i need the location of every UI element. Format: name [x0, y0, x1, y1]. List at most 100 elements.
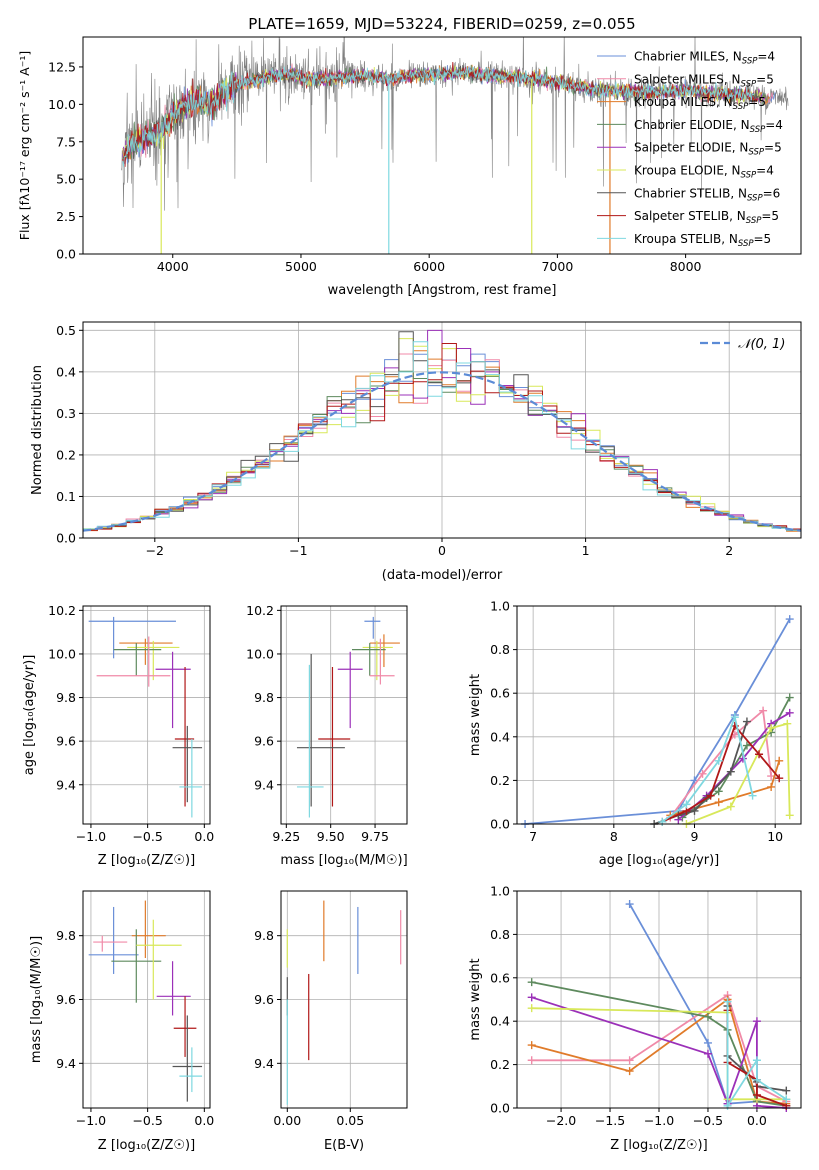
weight-marker — [767, 724, 776, 733]
y-tick-label: 0.0 — [56, 531, 76, 546]
x-tick-label: 2 — [725, 543, 733, 558]
weight-marker — [730, 713, 739, 722]
x-tick-label: −0.5 — [132, 829, 162, 844]
x-tick-label: −0.5 — [132, 1113, 162, 1128]
x-axis-label: (data-model)/error — [382, 568, 503, 583]
residuals-panel: −2 −1 0 1 2 0.0 0.1 0.2 0.3 0.4 0.5 (data-model)/er… — [30, 321, 802, 583]
normal-curve — [83, 371, 801, 532]
x-axis-label: Z [log₁₀(Z/Z☉)] — [98, 853, 195, 868]
weight-marker — [742, 717, 751, 726]
weight-marker — [752, 1056, 761, 1065]
y-axis-label: Flux [fλ10⁻¹⁷ erg cm⁻² s⁻¹ A⁻¹] — [17, 51, 32, 240]
legend-entry: Kroupa MILES, NSSP=5 — [634, 95, 766, 112]
x-tick-label: 0.0 — [194, 1113, 214, 1128]
weight-marker — [742, 741, 751, 750]
model-spectrum-kroupa-stelib — [122, 65, 755, 167]
weight-marker — [625, 900, 634, 909]
x-tick-label: 4000 — [157, 259, 189, 274]
weights-area — [521, 615, 794, 828]
histogram-area — [83, 329, 801, 532]
errorbar-area — [88, 900, 203, 1102]
legend-sub: SSP — [750, 125, 766, 135]
x-tick-label: 9 — [691, 829, 699, 844]
x-axis-label: age [log₁₀(age/yr)] — [599, 853, 720, 868]
legend-count: =5 — [764, 141, 782, 155]
y-tick-label: 9.6 — [56, 992, 76, 1007]
x-tick-label: 1 — [582, 543, 590, 558]
legend-entry: Kroupa STELIB, NSSP=5 — [634, 232, 771, 249]
x-tick-label: −1.0 — [76, 829, 106, 844]
y-tick-label: 0.2 — [490, 773, 510, 788]
x-tick-label: −1.5 — [595, 1113, 625, 1128]
y-tick-label: 0.8 — [490, 927, 510, 942]
weight-marker — [690, 806, 699, 815]
y-tick-label: 0.0 — [56, 247, 76, 262]
weight-marker — [625, 1056, 634, 1065]
y-tick-label: 12.5 — [48, 59, 76, 74]
y-tick-label: 0.2 — [490, 1057, 510, 1072]
y-tick-label: 10.0 — [246, 646, 274, 661]
weight-marker — [682, 800, 691, 809]
y-tick-label: 9.8 — [56, 690, 76, 705]
weight-marker — [625, 1067, 634, 1076]
y-tick-label: 0.4 — [56, 364, 76, 379]
y-tick-label: 9.4 — [56, 1056, 76, 1071]
x-tick-label: 0.00 — [273, 1113, 301, 1128]
weight-marker — [759, 706, 768, 715]
weight-marker — [527, 1041, 536, 1050]
mass-vs-Z-panel: −1.0 −0.5 0.0 9.4 9.6 9.8 Z [log₁₀(Z/Z☉)] mass … — [29, 890, 214, 1153]
legend-entry: Salpeter ELODIE, NSSP=5 — [634, 141, 782, 158]
legend-sub: SSP — [738, 239, 754, 249]
weight-marker — [703, 1038, 712, 1047]
y-tick-label: 9.6 — [56, 734, 76, 749]
legend-label: Salpeter STELIB, N — [634, 209, 746, 223]
y-tick-label: 2.5 — [56, 209, 76, 224]
x-axis-label: Z [log₁₀(Z/Z☉)] — [98, 1138, 195, 1153]
y-tick-label: 9.8 — [254, 690, 274, 705]
legend-entry: Chabrier ELODIE, NSSP=4 — [634, 118, 783, 135]
y-axis-label: mass weight — [468, 674, 483, 756]
legend-count: =5 — [761, 209, 779, 223]
y-tick-label: 0.6 — [490, 970, 510, 985]
x-tick-label: 7 — [529, 829, 537, 844]
y-tick-label: 10.0 — [48, 646, 76, 661]
x-tick-label: −1.0 — [644, 1113, 674, 1128]
legend-entry: Salpeter STELIB, NSSP=5 — [634, 209, 779, 226]
legend-sub: SSP — [733, 102, 749, 112]
axes-frame — [82, 890, 211, 1109]
weight-marker — [782, 1095, 791, 1104]
weight-marker — [527, 993, 536, 1002]
legend-label: Chabrier STELIB, N — [634, 186, 747, 200]
weight-marker — [785, 708, 794, 717]
y-tick-label: 0.4 — [490, 1014, 510, 1029]
y-tick-label: 10.0 — [48, 97, 76, 112]
axes-frame — [82, 605, 211, 825]
legend-entry: 𝒩(0, 1) — [738, 337, 785, 352]
weight-marker — [714, 787, 723, 796]
spectrum-plot-area — [121, 37, 789, 254]
weight-marker — [767, 782, 776, 791]
y-tick-label: 1.0 — [490, 599, 510, 614]
weight-marker — [785, 811, 794, 820]
y-tick-label: 9.6 — [254, 734, 274, 749]
y-tick-label: 0.0 — [490, 1101, 510, 1116]
x-tick-label: −2 — [146, 543, 164, 558]
histogram-salpeter-elodie — [83, 329, 801, 531]
legend-entry: Kroupa ELODIE, NSSP=4 — [634, 164, 774, 181]
weight-marker — [785, 693, 794, 702]
legend-sub: SSP — [748, 148, 764, 158]
y-tick-label: 9.8 — [254, 928, 274, 943]
weight-marker — [706, 791, 715, 800]
x-tick-label: 8 — [610, 829, 618, 844]
legend-count: =4 — [757, 50, 775, 64]
axes-frame — [516, 890, 802, 1109]
weight-marker — [752, 1090, 761, 1099]
y-tick-label: 0.0 — [490, 817, 510, 832]
x-tick-label: 10 — [767, 829, 783, 844]
legend-entry: Chabrier STELIB, NSSP=6 — [634, 186, 780, 203]
legend-count: =6 — [763, 186, 781, 200]
y-tick-label: 9.4 — [254, 777, 274, 792]
x-axis-label: Z [log₁₀(Z/Z☉)] — [610, 1138, 707, 1153]
y-axis-label: Normed distribution — [30, 365, 45, 495]
